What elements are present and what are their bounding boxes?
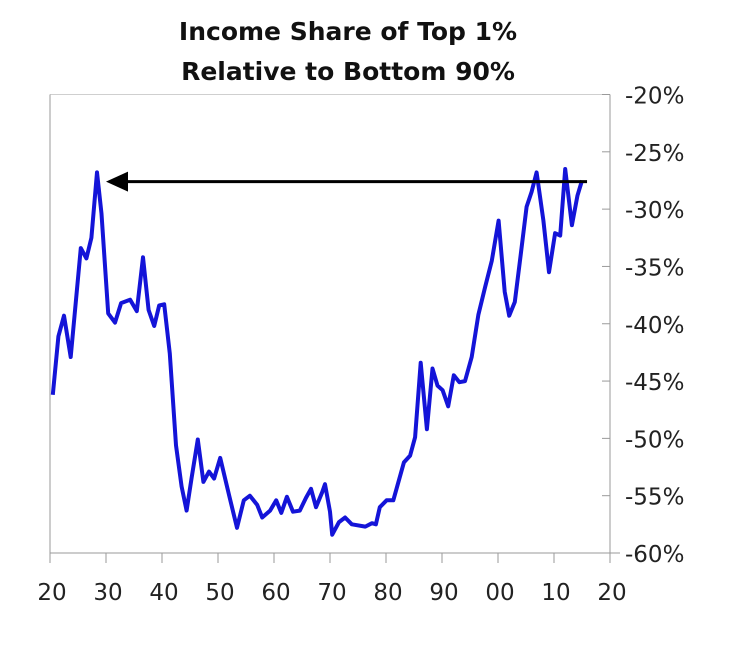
x-tick-label: 30	[93, 580, 122, 606]
y-tick-label: -55%	[625, 485, 684, 511]
y-tick-label: -25%	[625, 141, 684, 167]
y-tick-label: -45%	[625, 370, 684, 396]
x-tick-label: 00	[485, 580, 514, 606]
y-tick-label: -40%	[625, 313, 684, 339]
x-tick-label: 40	[149, 580, 178, 606]
chart-title-line-1: Income Share of Top 1%	[179, 17, 517, 46]
x-tick-label: 70	[317, 580, 346, 606]
y-tick-label: -60%	[625, 542, 684, 568]
arrow-head-icon	[106, 171, 128, 192]
x-tick-label: 60	[261, 580, 290, 606]
x-tick-label: 50	[205, 580, 234, 606]
x-tick-label: 10	[541, 580, 570, 606]
y-tick-label: -20%	[625, 84, 684, 110]
chart-title-line-2: Relative to Bottom 90%	[181, 57, 515, 86]
y-tick-label: -50%	[625, 427, 684, 453]
x-tick-label: 80	[373, 580, 402, 606]
x-tick-label: 20	[597, 580, 626, 606]
y-tick-label: -35%	[625, 255, 684, 281]
y-tick-label: -30%	[625, 198, 684, 224]
x-tick-label: 90	[429, 580, 458, 606]
series-line	[50, 167, 584, 537]
x-tick-label: 20	[37, 580, 66, 606]
